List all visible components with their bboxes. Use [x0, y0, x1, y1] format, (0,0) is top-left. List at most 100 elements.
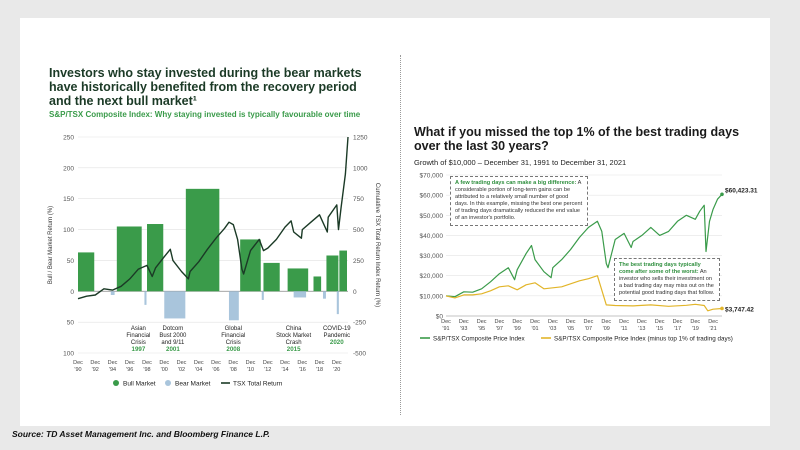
x-tick-month: Dec — [601, 319, 611, 325]
x-tick-month: Dec — [566, 319, 576, 325]
bull-market-bar — [147, 224, 164, 292]
left-chart-subtitle: S&P/TSX Composite Index: Why staying inv… — [49, 110, 361, 119]
source-note: Source: TD Asset Management Inc. and Blo… — [12, 429, 270, 439]
crisis-label: Global — [225, 326, 242, 332]
x-tick-year: '02 — [178, 367, 185, 373]
y-tick-label: 50 — [67, 258, 75, 265]
x-tick-month: Dec — [584, 319, 594, 325]
crisis-year: 1997 — [132, 346, 146, 353]
legend-label: TSX Total Return — [233, 381, 283, 388]
y-tick-label: 150 — [63, 196, 74, 203]
crisis-label: Crash — [286, 340, 302, 346]
y-tick-label: 100 — [63, 351, 74, 358]
x-tick-year: '01 — [531, 326, 538, 332]
annotation-few-days-heading: A few trading days can make a big differ… — [455, 180, 577, 186]
legend-label: S&P/TSX Composite Price Index — [433, 336, 526, 343]
crisis-label: China — [286, 326, 302, 332]
x-tick-year: '07 — [585, 326, 592, 332]
bear-market-bar — [293, 291, 307, 298]
legend-swatch — [165, 380, 171, 386]
y-tick-label: 200 — [63, 165, 74, 172]
bull-market-bar — [326, 255, 339, 292]
series-end-label: $60,423.31 — [725, 187, 758, 194]
annotation-best-days-heading: The best trading days typically come aft… — [619, 262, 701, 275]
bear-market-bar — [261, 291, 264, 300]
annotation-best-days-body: An investor who sells their investment o… — [619, 269, 715, 296]
crisis-year: 2001 — [166, 346, 180, 353]
x-tick-year: '05 — [567, 326, 574, 332]
y2-tick-label: 250 — [353, 258, 364, 265]
y-tick-label: 0 — [70, 289, 74, 296]
x-tick-month: Dec — [194, 360, 204, 366]
x-tick-year: '98 — [143, 367, 150, 373]
y-tick-label: $50,000 — [420, 213, 444, 220]
legend-swatch — [113, 380, 119, 386]
x-tick-month: Dec — [673, 319, 683, 325]
slide-panel — [20, 18, 770, 426]
right-chart-title: What if you missed the top 1% of the bes… — [414, 125, 740, 153]
crisis-label: Pandemic — [323, 333, 350, 339]
x-tick-year: '04 — [195, 367, 202, 373]
y2-tick-label: 1250 — [353, 135, 368, 142]
y-tick-label: $0 — [436, 314, 444, 321]
right-chart-subtitle: Growth of $10,000 – December 31, 1991 to… — [414, 158, 627, 167]
bear-market-bar — [110, 291, 115, 295]
y-tick-label: 250 — [63, 135, 74, 142]
y2-tick-label: 1000 — [353, 165, 368, 172]
x-tick-month: Dec — [90, 360, 100, 366]
y-tick-label: $30,000 — [420, 253, 444, 260]
x-tick-year: '14 — [281, 367, 288, 373]
legend-label: Bear Market — [175, 381, 211, 388]
x-tick-month: Dec — [263, 360, 273, 366]
x-tick-year: '06 — [212, 367, 219, 373]
series-end-label: $3,747.42 — [725, 306, 754, 313]
x-tick-year: '21 — [710, 326, 717, 332]
x-tick-year: '16 — [299, 367, 306, 373]
bear-market-bar — [164, 291, 186, 319]
x-tick-year: '95 — [478, 326, 485, 332]
x-tick-year: '18 — [316, 367, 323, 373]
bull-market-bar — [339, 250, 347, 292]
crisis-label: Financial — [126, 333, 150, 339]
legend-label: S&P/TSX Composite Price Index (minus top… — [554, 336, 733, 343]
x-tick-month: Dec — [159, 360, 169, 366]
y-tick-label: $10,000 — [420, 293, 444, 300]
crisis-label: and 9/11 — [161, 340, 185, 346]
x-tick-month: Dec — [495, 319, 505, 325]
x-tick-year: '12 — [264, 367, 271, 373]
minus-top-days-line — [445, 275, 723, 312]
bull-market-bar — [313, 276, 322, 292]
y-axis-title: Bull / Bear Market Return (%) — [48, 206, 54, 284]
x-tick-month: Dec — [108, 360, 118, 366]
x-tick-month: Dec — [637, 319, 647, 325]
x-tick-year: '20 — [333, 367, 340, 373]
crisis-label: Bust 2000 — [159, 333, 187, 339]
x-tick-month: Dec — [477, 319, 487, 325]
y-tick-label: $70,000 — [420, 173, 444, 180]
x-tick-month: Dec — [142, 360, 152, 366]
crisis-year: 2015 — [287, 346, 301, 353]
x-tick-year: '10 — [247, 367, 254, 373]
x-tick-year: '93 — [460, 326, 467, 332]
bear-market-bar — [144, 291, 147, 305]
x-tick-month: Dec — [297, 360, 307, 366]
x-tick-month: Dec — [177, 360, 187, 366]
bear-market-bar — [336, 291, 339, 315]
bull-bear-chart: 25020015010050050100125010007505002500-2… — [48, 135, 380, 388]
y2-tick-label: 750 — [353, 196, 364, 203]
x-tick-year: '08 — [230, 367, 237, 373]
bull-market-bar — [116, 226, 142, 292]
y2-tick-label: -250 — [353, 320, 366, 327]
y-tick-label: $60,000 — [420, 193, 444, 200]
price-index-line — [445, 193, 723, 298]
x-tick-year: '19 — [692, 326, 699, 332]
bull-market-bar — [263, 262, 280, 292]
x-tick-year: '03 — [549, 326, 556, 332]
y2-tick-label: -500 — [353, 351, 366, 358]
x-tick-month: Dec — [228, 360, 238, 366]
x-tick-year: '92 — [92, 367, 99, 373]
